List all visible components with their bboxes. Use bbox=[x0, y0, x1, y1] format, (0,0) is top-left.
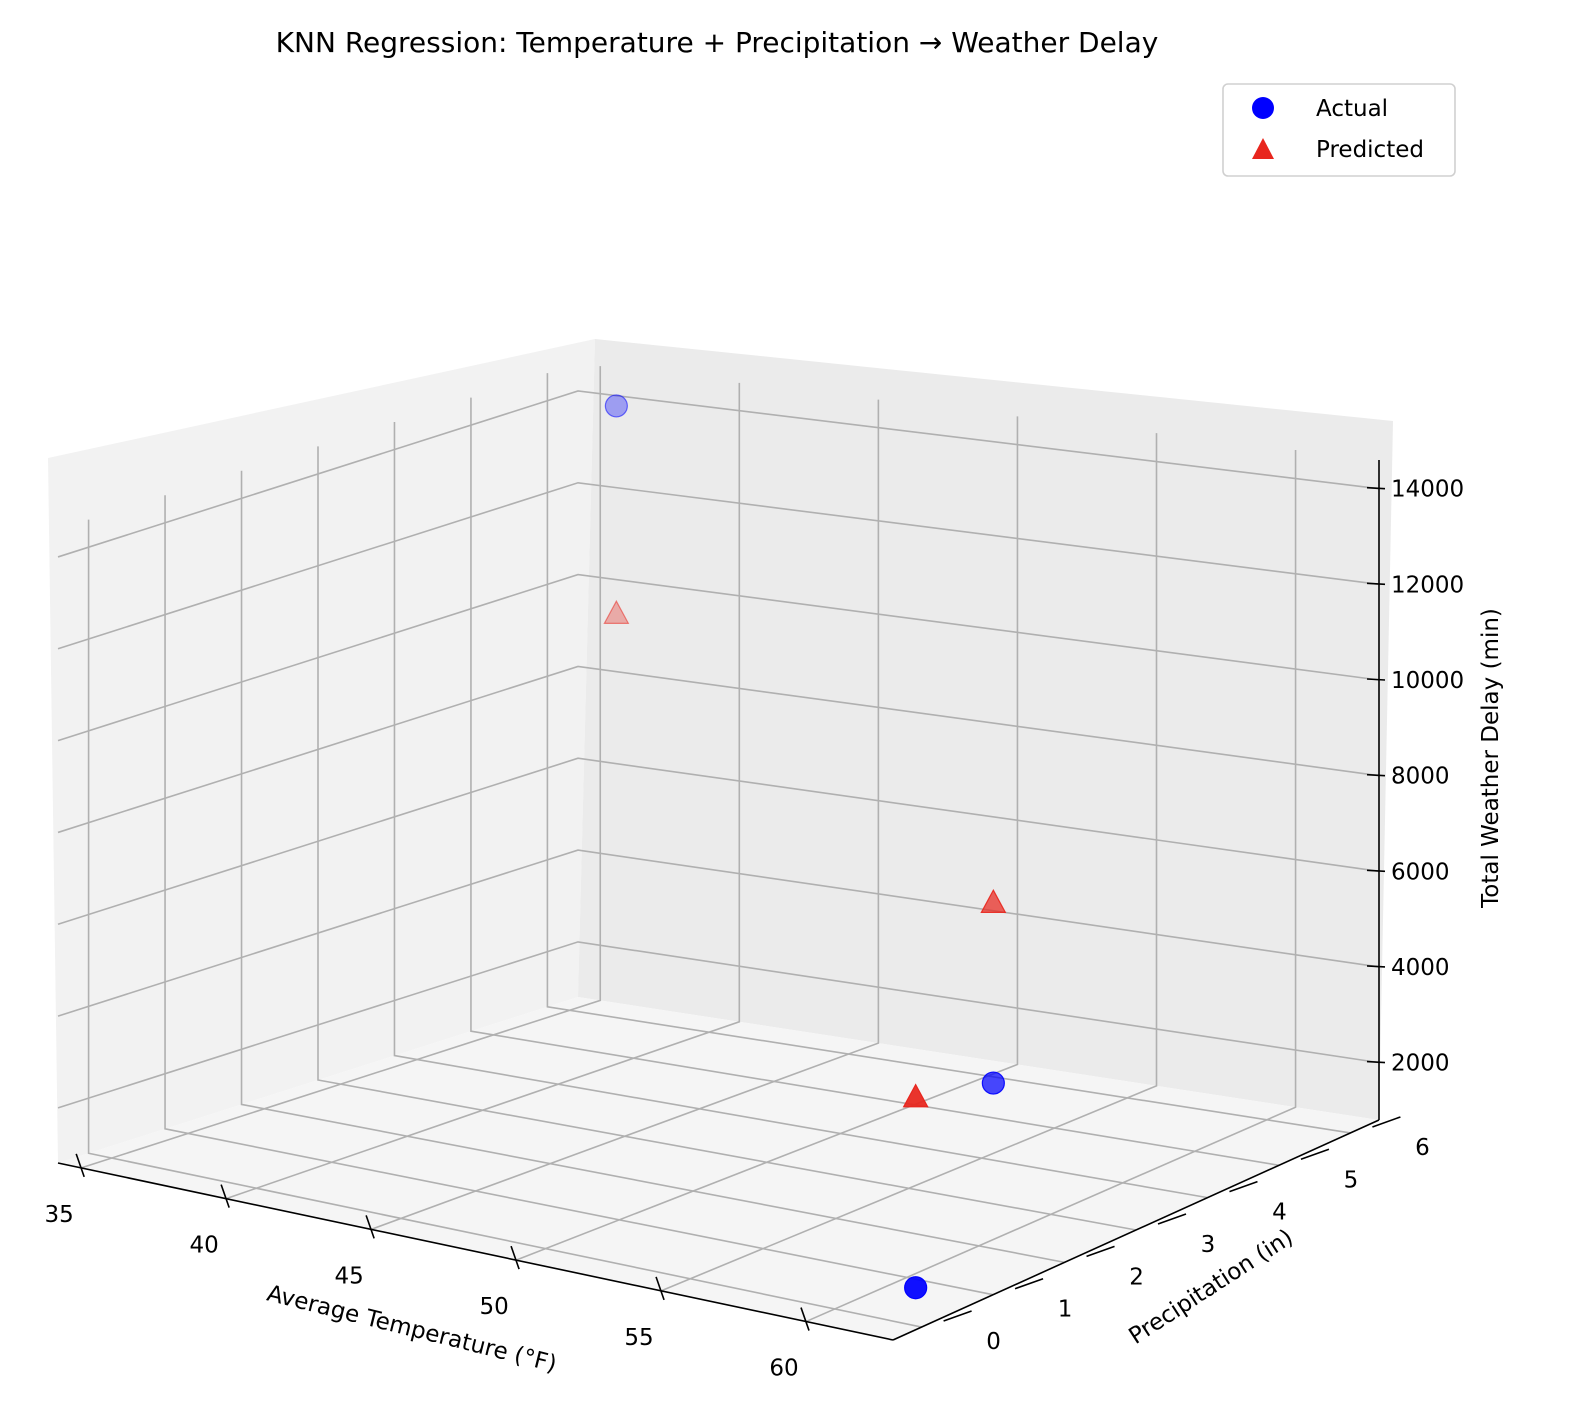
x-tick-mark bbox=[75, 1153, 85, 1178]
y-tick-label: 0 bbox=[986, 1329, 1001, 1355]
z-gridline bbox=[57, 941, 1380, 1109]
legend-actual-label: Actual bbox=[1316, 96, 1388, 122]
y-tick-label: 2 bbox=[1129, 1264, 1144, 1290]
x-tick-label: 45 bbox=[334, 1263, 363, 1289]
z-tick-label: 12000 bbox=[1391, 572, 1464, 598]
y-tick-mark bbox=[943, 1310, 972, 1322]
predicted-point bbox=[902, 1083, 929, 1108]
z-tick-label: 2000 bbox=[1391, 1051, 1450, 1077]
predicted-point bbox=[980, 888, 1007, 914]
y-tick-mark bbox=[1372, 1116, 1401, 1128]
x-axis-label: Average Temperature (°F) bbox=[264, 1281, 559, 1378]
x-axis-line bbox=[57, 1162, 894, 1341]
y-tick-mark bbox=[1157, 1213, 1187, 1225]
z-gridline bbox=[57, 665, 1380, 834]
x-tick-label: 50 bbox=[479, 1294, 508, 1320]
legend-predicted-label: Predicted bbox=[1316, 137, 1424, 163]
chart-title: KNN Regression: Temperature + Precipitat… bbox=[276, 26, 1159, 59]
z-gridline bbox=[57, 481, 1380, 650]
side-pane bbox=[578, 339, 1393, 1120]
actual-point bbox=[904, 1276, 928, 1300]
z-tick-mark bbox=[1366, 965, 1386, 968]
floor-pane bbox=[58, 997, 1379, 1340]
y-tick-label: 1 bbox=[1058, 1297, 1073, 1323]
x-tick-mark bbox=[800, 1307, 810, 1331]
y-tick-label: 3 bbox=[1201, 1232, 1216, 1258]
grid-lines bbox=[57, 366, 1380, 1328]
z-tick-label: 10000 bbox=[1391, 668, 1464, 694]
z-tick-mark bbox=[1366, 678, 1386, 681]
y-tick-label: 4 bbox=[1272, 1200, 1287, 1226]
back-pane bbox=[48, 339, 595, 1163]
x-tick-label: 60 bbox=[769, 1356, 798, 1382]
z-tick-mark bbox=[1366, 1060, 1386, 1064]
x-tick-mark bbox=[365, 1215, 375, 1239]
x-tick-mark bbox=[510, 1245, 520, 1270]
legend-box bbox=[1222, 83, 1456, 177]
x-tick-mark bbox=[220, 1184, 230, 1208]
actual-point bbox=[604, 394, 628, 418]
y-tick-label: 6 bbox=[1415, 1135, 1430, 1161]
y-tick-mark bbox=[1014, 1277, 1044, 1290]
z-axis-ticks: 2000 4000 6000 8000 10000 12000 14000 bbox=[1366, 477, 1464, 1077]
z-axis-label: Total Weather Delay (min) bbox=[1478, 608, 1504, 909]
z-tick-mark bbox=[1366, 486, 1386, 490]
axes bbox=[57, 460, 1380, 1341]
x-axis-ticks: 35 40 45 50 55 60 bbox=[45, 1153, 810, 1382]
actual-point bbox=[981, 1071, 1005, 1095]
z-tick-label: 6000 bbox=[1391, 859, 1450, 885]
z-gridline bbox=[57, 849, 1380, 1017]
legend-predicted-marker bbox=[1252, 138, 1274, 159]
z-tick-mark bbox=[1366, 869, 1386, 873]
y-tick-label: 5 bbox=[1344, 1167, 1359, 1193]
z-gridline bbox=[57, 757, 1380, 926]
z-gridline bbox=[57, 573, 1380, 742]
z-tick-mark bbox=[1366, 773, 1386, 777]
data-points bbox=[603, 394, 1007, 1300]
legend: Actual Predicted bbox=[1222, 83, 1456, 177]
x-tick-mark bbox=[655, 1276, 665, 1301]
z-tick-label: 4000 bbox=[1391, 955, 1450, 981]
legend-actual-marker bbox=[1252, 97, 1274, 119]
z-tick-label: 14000 bbox=[1391, 477, 1464, 503]
x-tick-label: 35 bbox=[45, 1202, 74, 1228]
z-tick-label: 8000 bbox=[1391, 764, 1450, 790]
predicted-point bbox=[603, 599, 630, 624]
x-tick-label: 55 bbox=[624, 1325, 653, 1351]
z-tick-mark bbox=[1366, 582, 1386, 586]
y-tick-mark bbox=[1300, 1148, 1330, 1161]
y-axis-line bbox=[892, 1119, 1380, 1341]
y-axis-ticks: 0 1 2 3 4 5 6 bbox=[943, 1116, 1430, 1355]
y-tick-mark bbox=[1229, 1180, 1258, 1193]
y-tick-mark bbox=[1086, 1245, 1115, 1258]
z-gridline bbox=[57, 390, 1380, 558]
x-tick-label: 40 bbox=[190, 1233, 219, 1259]
